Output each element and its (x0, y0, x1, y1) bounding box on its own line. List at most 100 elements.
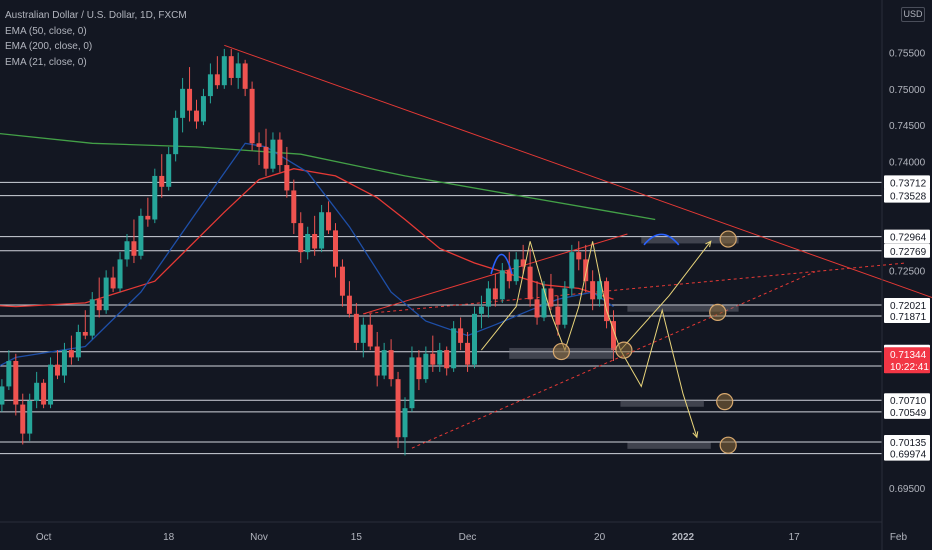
candle[interactable] (0, 379, 5, 412)
bearish-projection[interactable] (620, 308, 698, 438)
candle[interactable] (221, 48, 227, 89)
level-label-box[interactable] (884, 243, 930, 258)
candle[interactable] (110, 266, 116, 293)
candle[interactable] (256, 132, 262, 166)
downtrend-line[interactable] (224, 44, 932, 412)
candle[interactable] (326, 201, 332, 234)
channel-lower-line[interactable] (411, 271, 816, 449)
candle[interactable] (346, 281, 352, 318)
candle[interactable] (478, 295, 484, 329)
currency-button[interactable]: USD (901, 7, 925, 22)
candle[interactable] (333, 223, 338, 278)
candle[interactable] (423, 346, 429, 383)
candle[interactable] (103, 270, 109, 314)
candle[interactable] (409, 346, 415, 412)
candle[interactable] (381, 342, 387, 380)
candle[interactable] (228, 48, 234, 86)
candle[interactable] (41, 379, 47, 409)
target-circle[interactable] (719, 436, 737, 454)
candle[interactable] (194, 99, 199, 129)
target-circle[interactable] (719, 230, 737, 248)
candle[interactable] (319, 204, 325, 253)
candle[interactable] (124, 233, 130, 267)
chart-title[interactable]: Australian Dollar / U.S. Dollar, 1D, FXC… (5, 10, 187, 21)
target-zone[interactable] (627, 305, 739, 312)
candle[interactable] (562, 281, 568, 329)
candle[interactable] (465, 331, 471, 372)
candle[interactable] (513, 252, 519, 285)
candle[interactable] (298, 212, 304, 264)
target-circle[interactable] (552, 342, 570, 361)
candle[interactable] (117, 252, 123, 293)
bullish-projection[interactable] (620, 240, 712, 351)
candle[interactable] (395, 371, 401, 449)
candle[interactable] (61, 342, 67, 383)
candle[interactable] (597, 273, 603, 307)
candle[interactable] (13, 353, 19, 416)
level-label-box[interactable] (884, 446, 930, 461)
channel-upper-line[interactable] (363, 262, 906, 315)
level-label-box[interactable] (884, 298, 930, 313)
level-label-box[interactable] (884, 404, 930, 419)
candle[interactable] (173, 110, 179, 162)
candle[interactable] (89, 292, 95, 340)
candle[interactable] (75, 324, 81, 362)
candle[interactable] (492, 273, 498, 307)
candle[interactable] (555, 295, 561, 336)
candle[interactable] (458, 317, 464, 351)
legend-ema-21[interactable]: EMA (21, close, 0) (5, 56, 87, 68)
level-label-box[interactable] (884, 393, 930, 408)
last-price-badge[interactable] (884, 347, 930, 374)
candle[interactable] (604, 277, 610, 329)
price-axis[interactable]: 0.75500 0.75000 0.74500 0.74000 0.72500 0.695… (884, 49, 930, 495)
candle[interactable] (187, 67, 193, 122)
candle[interactable] (548, 273, 554, 311)
candle[interactable] (374, 331, 380, 387)
candle[interactable] (145, 197, 151, 227)
candle[interactable] (367, 313, 373, 351)
candle[interactable] (472, 306, 477, 369)
candle[interactable] (34, 371, 40, 409)
target-circle[interactable] (615, 341, 633, 359)
time-axis[interactable]: 20Oct18Nov15Dec20202217Feb14Mar14 (0, 532, 932, 543)
candle[interactable] (200, 88, 206, 126)
candle[interactable] (611, 310, 616, 362)
candle[interactable] (499, 263, 505, 303)
candle[interactable] (284, 146, 290, 198)
candle[interactable] (152, 168, 158, 224)
level-label-box[interactable] (884, 188, 930, 203)
level-label-box[interactable] (884, 434, 930, 449)
candle[interactable] (520, 244, 526, 274)
target-zone[interactable] (627, 442, 711, 449)
level-label-box[interactable] (884, 308, 930, 323)
candle[interactable] (138, 208, 144, 260)
candle[interactable] (55, 350, 60, 380)
candle[interactable] (68, 335, 74, 365)
candle[interactable] (444, 346, 450, 376)
candle[interactable] (360, 317, 366, 358)
candle[interactable] (569, 244, 575, 296)
target-circle[interactable] (716, 393, 734, 411)
candle[interactable] (166, 146, 172, 191)
candle[interactable] (534, 281, 540, 325)
candle[interactable] (506, 252, 512, 289)
target-circle[interactable] (709, 303, 727, 321)
candle[interactable] (402, 397, 408, 456)
candle[interactable] (576, 241, 582, 271)
candle[interactable] (339, 259, 345, 307)
candle[interactable] (6, 350, 12, 391)
candle[interactable] (131, 219, 137, 264)
candle[interactable] (235, 52, 241, 89)
candle[interactable] (207, 63, 213, 104)
candle[interactable] (583, 244, 589, 293)
candle[interactable] (20, 393, 26, 445)
candle[interactable] (437, 342, 443, 372)
candle[interactable] (305, 226, 311, 260)
shoulder-arc[interactable] (490, 253, 513, 275)
candle[interactable] (485, 281, 491, 318)
candle[interactable] (159, 154, 165, 198)
level-label-box[interactable] (884, 229, 930, 244)
candle[interactable] (416, 350, 422, 391)
candle[interactable] (82, 310, 88, 340)
candle[interactable] (270, 132, 276, 173)
